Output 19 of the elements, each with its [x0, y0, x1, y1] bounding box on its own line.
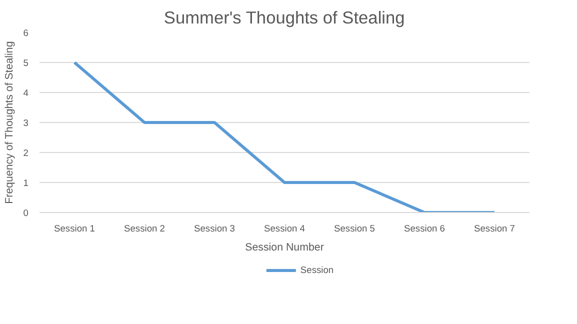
y-tick-label: 2	[23, 148, 29, 158]
x-tick-label: Session 2	[124, 224, 165, 234]
x-tick-label: Session 3	[194, 224, 235, 234]
y-tick-label: 6	[23, 28, 29, 38]
y-tick-label: 4	[23, 88, 29, 98]
legend-label: Session	[300, 265, 334, 275]
x-tick-label: Session 1	[54, 224, 95, 234]
x-tick-label: Session 4	[264, 224, 305, 234]
chart-title: Summer's Thoughts of Stealing	[164, 8, 405, 28]
y-tick-label: 3	[23, 118, 29, 128]
x-axis-title: Session Number	[245, 242, 324, 254]
x-tick-label: Session 7	[474, 224, 515, 234]
x-tick-label: Session 5	[334, 224, 375, 234]
y-axis-title: Frequency of Thoughts of Stealing	[3, 41, 16, 204]
y-tick-label: 5	[23, 58, 29, 68]
y-tick-label: 1	[23, 178, 29, 188]
x-tick-label: Session 6	[404, 224, 445, 234]
y-tick-label: 0	[23, 208, 29, 218]
line-series	[73, 61, 496, 212]
